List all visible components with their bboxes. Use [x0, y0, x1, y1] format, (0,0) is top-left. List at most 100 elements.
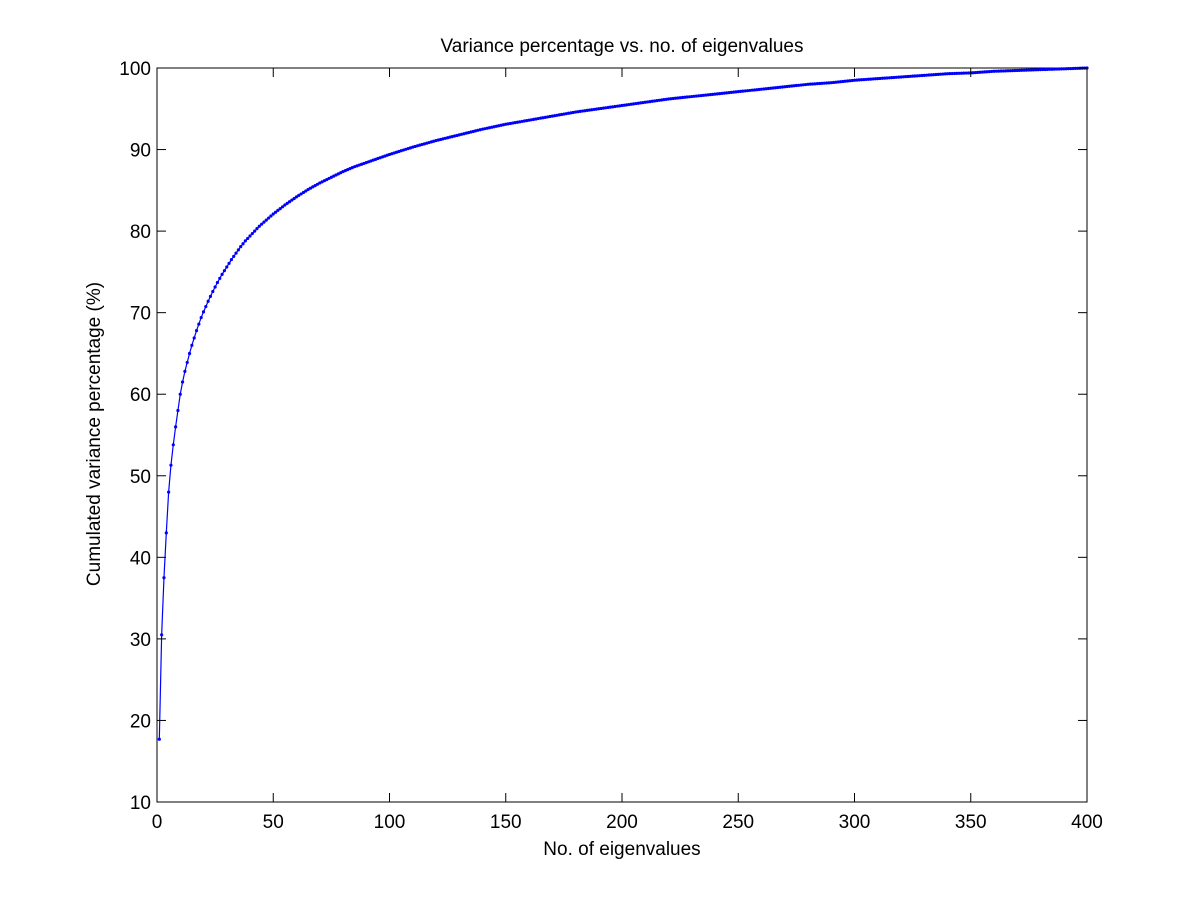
- x-tick-label: 250: [722, 812, 754, 833]
- data-point: [213, 285, 217, 289]
- data-point: [987, 69, 991, 74]
- x-tick-label: 300: [839, 812, 871, 833]
- data-point: [225, 265, 229, 269]
- data-point: [1043, 67, 1047, 72]
- data-point: [690, 94, 694, 99]
- data-point: [1011, 69, 1015, 73]
- data-point: [924, 73, 929, 77]
- data-point: [304, 189, 308, 193]
- data-point: [294, 195, 299, 199]
- data-point: [694, 94, 699, 98]
- data-point: [1069, 66, 1073, 71]
- data-point: [897, 75, 901, 79]
- data-point: [748, 88, 752, 93]
- data-point: [806, 82, 810, 86]
- data-point: [1006, 69, 1010, 73]
- data-point: [222, 269, 227, 273]
- x-tick-label: 400: [1071, 812, 1103, 833]
- data-point: [941, 72, 945, 76]
- data-point: [708, 92, 712, 97]
- data-point: [273, 210, 278, 214]
- data-point: [232, 254, 236, 258]
- data-point: [811, 82, 815, 86]
- data-point: [1045, 67, 1050, 71]
- data-point: [936, 72, 940, 76]
- data-point: [180, 380, 185, 384]
- data-point: [687, 95, 692, 99]
- data-point: [1029, 68, 1033, 72]
- data-point: [685, 95, 689, 99]
- data-point: [820, 81, 824, 85]
- y-tick-label: 90: [130, 141, 151, 162]
- data-point: [757, 87, 761, 92]
- data-point: [785, 84, 789, 89]
- data-point: [250, 231, 254, 236]
- data-point: [864, 77, 868, 82]
- y-axis-label: Cumulated variance percentage (%): [84, 282, 105, 586]
- data-point: [164, 531, 168, 535]
- data-point: [229, 258, 233, 262]
- data-point: [727, 91, 731, 95]
- data-point: [597, 107, 601, 111]
- data-point: [190, 343, 194, 347]
- y-tick-label: 40: [130, 548, 151, 569]
- data-point: [253, 229, 257, 233]
- data-point: [894, 75, 898, 79]
- data-point: [313, 184, 317, 188]
- data-point: [643, 100, 647, 104]
- data-point: [290, 198, 294, 202]
- data-point: [869, 77, 873, 81]
- data-point: [176, 408, 180, 413]
- data-point: [934, 72, 938, 77]
- x-tick-label: 200: [606, 812, 638, 833]
- data-point: [901, 75, 905, 79]
- data-point: [945, 72, 950, 76]
- data-point: [278, 207, 282, 211]
- data-point: [1052, 67, 1057, 71]
- data-point: [271, 212, 275, 216]
- data-point: [267, 216, 271, 220]
- data-point: [880, 76, 885, 80]
- data-point: [804, 82, 808, 87]
- data-point: [750, 88, 754, 92]
- data-point: [1073, 66, 1077, 71]
- data-point: [994, 69, 998, 73]
- data-point: [769, 86, 773, 90]
- data-point: [713, 92, 717, 96]
- data-point: [1038, 68, 1043, 72]
- data-point: [1036, 68, 1040, 72]
- data-point: [959, 71, 964, 75]
- data-point: [841, 79, 845, 84]
- data-point: [1059, 67, 1064, 71]
- chart-title: Variance percentage vs. no. of eigenvalu…: [441, 36, 804, 57]
- data-point: [962, 71, 966, 75]
- data-point: [594, 107, 599, 111]
- data-point: [990, 69, 994, 74]
- plot-area: 0 50 100 150 200 250 300 350 400 10 20 30 40 50 60 70 80…: [119, 59, 1103, 833]
- data-point: [683, 95, 687, 99]
- data-point: [718, 92, 722, 96]
- data-point: [764, 87, 768, 91]
- data-point: [950, 71, 954, 76]
- data-point: [706, 93, 710, 97]
- data-point: [799, 83, 803, 87]
- data-point: [866, 77, 871, 81]
- data-point: [248, 234, 252, 238]
- data-point: [587, 108, 592, 112]
- data-point: [206, 299, 210, 303]
- data-point: [218, 276, 222, 281]
- data-point: [815, 82, 819, 86]
- data-point: [215, 280, 220, 285]
- data-point: [850, 78, 854, 83]
- data-point: [666, 97, 671, 101]
- data-point: [192, 336, 196, 340]
- data-point: [887, 76, 891, 80]
- data-point: [827, 81, 831, 85]
- data-point: [204, 304, 208, 309]
- data-point: [167, 490, 171, 494]
- y-tick-label: 20: [130, 711, 151, 732]
- data-point: [871, 77, 875, 81]
- data-point: [906, 74, 910, 79]
- data-point: [260, 222, 264, 226]
- data-point: [1066, 67, 1070, 71]
